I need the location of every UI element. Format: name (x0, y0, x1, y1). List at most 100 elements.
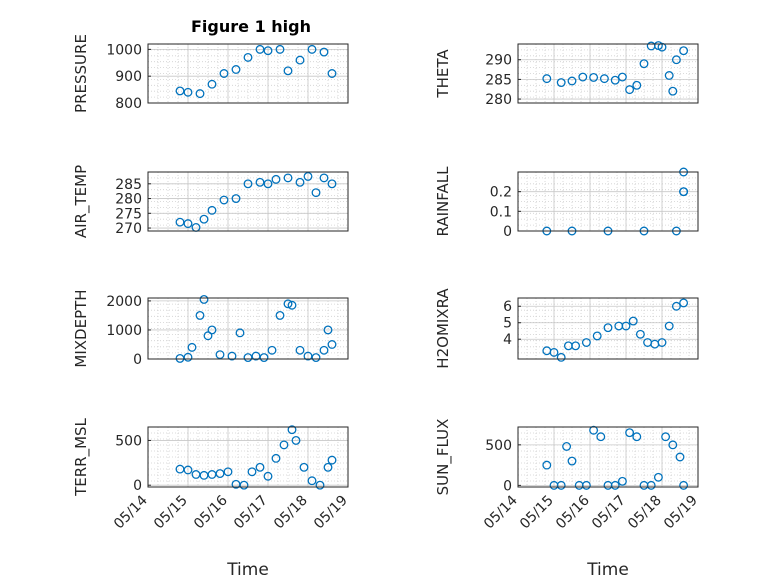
y-tick-label: 2000 (106, 294, 142, 310)
data-point (323, 462, 333, 472)
data-point (215, 469, 225, 479)
data-point (263, 179, 273, 189)
data-point (671, 55, 681, 65)
data-point (271, 453, 281, 463)
data-point (275, 310, 285, 320)
axes-box (147, 426, 349, 488)
data-point (275, 44, 285, 54)
data-point (267, 345, 277, 355)
y-tick-label: 1000 (106, 323, 142, 339)
data-point (657, 42, 667, 52)
data-point (632, 80, 642, 90)
data-point (542, 74, 552, 84)
data-point (578, 72, 588, 82)
x-tick-label: 05/15 (517, 493, 557, 533)
data-point (617, 72, 627, 82)
data-point (625, 428, 635, 438)
data-point (183, 465, 193, 475)
y-axis-label: AIR_TEMP (72, 165, 91, 238)
y-tick-label: 280 (485, 92, 512, 108)
data-point (625, 85, 635, 95)
data-point (610, 75, 620, 85)
x-tick-label: 05/19 (661, 493, 701, 533)
x-tick-label: 05/15 (151, 493, 191, 533)
data-point (675, 452, 685, 462)
data-point (327, 455, 337, 465)
y-tick-label: 0 (503, 478, 512, 494)
data-point (657, 338, 667, 347)
data-point (632, 432, 642, 442)
y-axis-label: PRESSURE (72, 34, 90, 113)
data-point (679, 298, 689, 308)
data-point (311, 353, 321, 362)
y-tick-label: 1000 (106, 42, 142, 58)
y-tick-label: 900 (115, 69, 142, 85)
data-point (596, 432, 606, 442)
data-point (307, 44, 317, 54)
data-point (175, 217, 185, 227)
data-point (589, 425, 599, 435)
data-point (581, 338, 591, 347)
data-point (231, 65, 241, 74)
data-point (323, 325, 333, 335)
data-point (283, 173, 293, 183)
x-tick-label: 05/14 (481, 492, 521, 532)
data-point (589, 72, 599, 82)
y-axis-label: RAINFALL (434, 166, 452, 237)
data-point (231, 194, 241, 203)
data-point (668, 86, 678, 96)
data-point (215, 350, 225, 360)
figure-title: Figure 1 high (191, 17, 311, 36)
data-point (327, 340, 337, 349)
x-tick-label: 05/18 (271, 493, 311, 533)
data-point (664, 71, 674, 80)
data-point (311, 188, 321, 198)
data-point (243, 52, 253, 62)
data-point (542, 460, 552, 470)
axes-box (517, 171, 699, 232)
x-tick-label: 05/17 (589, 493, 629, 533)
y-tick-label: 0 (503, 224, 512, 240)
y-tick-label: 290 (485, 53, 512, 69)
data-point (187, 342, 197, 352)
y-tick-label: 0 (133, 478, 142, 494)
data-point (315, 480, 325, 490)
axes-box (517, 297, 699, 360)
data-point (567, 456, 577, 466)
data-point (617, 476, 627, 486)
data-point (287, 300, 297, 310)
data-point (603, 323, 613, 333)
data-point (223, 467, 233, 477)
data-point (307, 476, 317, 486)
y-tick-label: 6 (503, 299, 512, 315)
data-point (653, 472, 663, 482)
data-point (303, 171, 313, 181)
y-tick-label: 500 (485, 438, 512, 454)
y-axis-label: TERR_MSL (72, 417, 91, 496)
y-tick-label: 4 (503, 332, 512, 348)
data-point (263, 471, 273, 481)
data-point (661, 432, 671, 442)
data-point (628, 316, 638, 326)
y-tick-label: 5 (503, 316, 512, 332)
y-tick-label: 0 (133, 352, 142, 368)
axes-box (147, 43, 349, 104)
y-tick-label: 285 (485, 72, 512, 88)
data-point (259, 353, 269, 362)
axes-box (517, 43, 699, 104)
data-point (621, 321, 631, 331)
data-point (199, 295, 209, 304)
data-point (287, 425, 297, 435)
data-point (183, 352, 193, 362)
data-point (299, 462, 309, 472)
data-point (295, 177, 305, 187)
data-point (581, 480, 591, 490)
x-tick-label: 05/17 (231, 493, 271, 533)
data-point (207, 79, 217, 89)
y-tick-label: 0.2 (490, 185, 512, 201)
data-point (646, 480, 656, 490)
data-point (279, 440, 289, 450)
data-point (195, 310, 205, 320)
axes-box (517, 426, 699, 488)
